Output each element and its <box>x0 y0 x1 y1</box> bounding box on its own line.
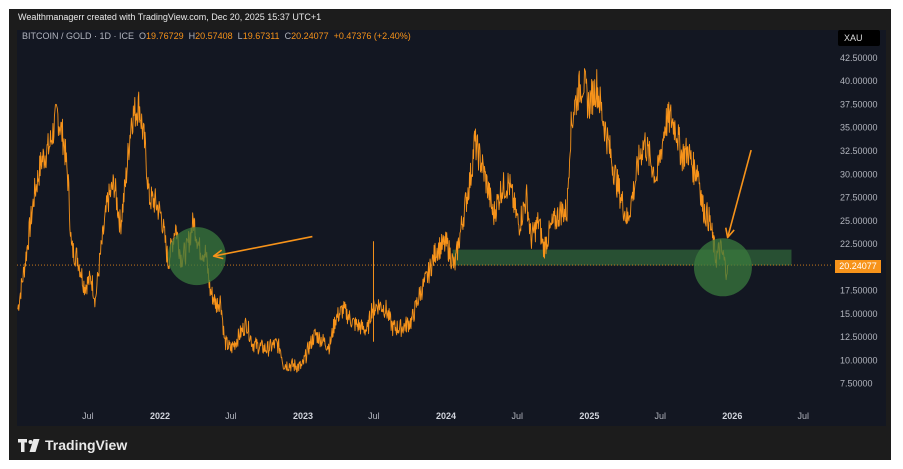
x-tick-label: 2023 <box>293 411 313 421</box>
y-tick-label: 35.00000 <box>840 123 878 133</box>
x-tick-label: Jul <box>225 411 237 421</box>
y-tick-label: 40.00000 <box>840 76 878 86</box>
x-tick-label: Jul <box>797 411 809 421</box>
y-tick-label: 30.00000 <box>840 169 878 179</box>
close-value: 20.24077 <box>291 31 329 41</box>
low-value: 19.67311 <box>242 31 280 41</box>
x-tick-label: 2026 <box>722 411 742 421</box>
x-tick-label: 2022 <box>150 411 170 421</box>
annotation-arrow-head <box>212 249 224 260</box>
open-value: 19.76729 <box>146 31 184 41</box>
y-tick-label: 12.50000 <box>840 332 878 342</box>
y-tick-label: 25.00000 <box>840 216 878 226</box>
annotation-arrow-head <box>724 227 735 239</box>
y-tick-label: 37.50000 <box>840 99 878 109</box>
y-tick-label: 17.50000 <box>840 286 878 296</box>
tradingview-logo[interactable]: TradingView <box>18 437 127 453</box>
x-tick-label: 2025 <box>579 411 599 421</box>
y-tick-label: 15.00000 <box>840 309 878 319</box>
brand-name: TradingView <box>45 437 128 453</box>
highlight-circle <box>693 238 752 297</box>
credit-text: Wealthmanagerr created with TradingView.… <box>18 12 322 22</box>
symbol-name: BITCOIN / GOLD · 1D · ICE <box>22 31 135 41</box>
price-series-line <box>17 68 729 373</box>
y-tick-label: 42.50000 <box>840 53 878 63</box>
y-tick-label: 7.50000 <box>840 379 873 389</box>
x-tick-label: Jul <box>368 411 380 421</box>
x-tick-label: 2024 <box>436 411 456 421</box>
annotation-arrow <box>213 235 313 257</box>
highlight-circle <box>167 227 226 286</box>
symbol-legend: BITCOIN / GOLD · 1D · ICE O19.76729 H20.… <box>22 31 411 41</box>
tradingview-logo-icon <box>18 438 40 452</box>
currency-button[interactable]: XAU <box>838 30 880 46</box>
y-tick-label: 10.00000 <box>840 355 878 365</box>
annotation-arrow <box>726 149 752 238</box>
high-value: 20.57408 <box>195 31 233 41</box>
x-tick-label: Jul <box>82 411 94 421</box>
y-tick-label: 32.50000 <box>840 146 878 156</box>
change-value: +0.47376 (+2.40%) <box>333 31 411 41</box>
x-tick-label: Jul <box>511 411 523 421</box>
y-tick-label: 22.50000 <box>840 239 878 249</box>
y-tick-label: 27.50000 <box>840 193 878 203</box>
x-tick-label: Jul <box>654 411 666 421</box>
last-price-badge: 20.24077 <box>835 260 881 273</box>
